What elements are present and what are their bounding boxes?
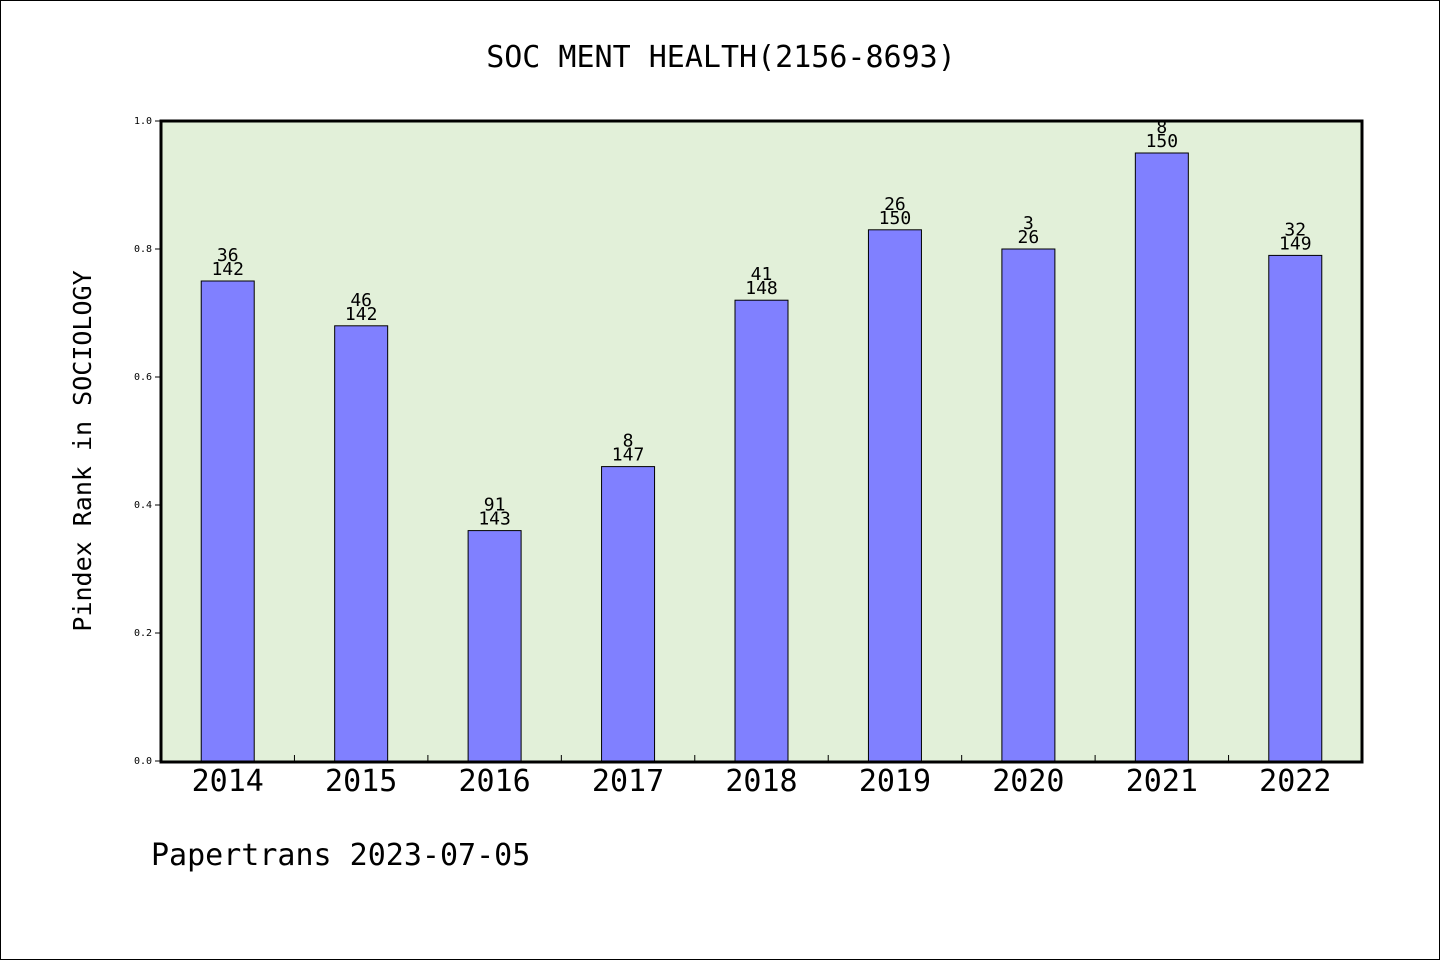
x-tick-label: 2020 xyxy=(992,764,1064,799)
bar-2017 xyxy=(601,466,656,762)
bar-total-label: 143 xyxy=(478,509,511,530)
bar-rank-label: 91 xyxy=(484,495,506,516)
y-tick-label: 1.0 xyxy=(134,116,152,127)
y-tick-label: 0.4 xyxy=(134,500,152,511)
bar-total-label: 142 xyxy=(345,304,378,325)
bar-2016 xyxy=(467,530,522,762)
bar-2014 xyxy=(200,280,255,762)
bar-rank-label: 3 xyxy=(1023,213,1034,234)
x-ticks-group: 2014 2015 2016 2017 2018 2019 2020 2021 2022 xyxy=(192,755,1331,799)
bar-rank-label: 46 xyxy=(350,290,372,311)
bar-2020 xyxy=(1001,248,1056,762)
bar-rank-label: 8 xyxy=(1156,117,1167,138)
bar-total-label: 150 xyxy=(1146,131,1179,152)
x-tick-label: 2019 xyxy=(859,764,931,799)
bar-total-label: 142 xyxy=(211,259,244,280)
chart-title: SOC MENT HEALTH(2156-8693) xyxy=(486,40,956,75)
x-tick-label: 2015 xyxy=(325,764,397,799)
bar-total-label: 148 xyxy=(745,278,778,299)
bar-rank-label: 36 xyxy=(217,245,239,266)
x-tick-label: 2021 xyxy=(1126,764,1198,799)
bar-total-label: 149 xyxy=(1279,233,1312,254)
bar-2019 xyxy=(867,229,922,762)
bar-rank-label: 26 xyxy=(884,194,906,215)
bars-group xyxy=(200,152,1323,762)
bar-rank-label: 32 xyxy=(1284,219,1306,240)
y-tick-label: 0.8 xyxy=(134,244,152,255)
bar-total-label: 150 xyxy=(879,208,912,229)
x-tick-label: 2018 xyxy=(725,764,797,799)
y-tick-label: 0.6 xyxy=(134,372,152,383)
bar-2022 xyxy=(1268,254,1323,762)
bar-2015 xyxy=(334,325,389,762)
bar-rank-label: 41 xyxy=(751,264,773,285)
x-tick-label: 2022 xyxy=(1259,764,1331,799)
y-tick-label: 0.0 xyxy=(134,756,152,767)
bar-total-label: 147 xyxy=(612,445,645,466)
x-tick-label: 2016 xyxy=(458,764,530,799)
y-ticks-group: 0.0 0.2 0.4 0.6 0.8 1.0 xyxy=(134,116,161,767)
footer-text: Papertrans 2023-07-05 xyxy=(151,838,530,873)
bar-rank-label: 8 xyxy=(623,431,634,452)
x-tick-label: 2014 xyxy=(192,764,264,799)
plot-border xyxy=(159,119,1364,764)
bar-2018 xyxy=(734,299,789,762)
y-axis-label: Pindex Rank in SOCIOLOGY xyxy=(68,270,97,631)
bar-total-label: 26 xyxy=(1018,227,1040,248)
y-tick-label: 0.2 xyxy=(134,628,152,639)
x-tick-label: 2017 xyxy=(592,764,664,799)
bar-2021 xyxy=(1134,152,1189,762)
